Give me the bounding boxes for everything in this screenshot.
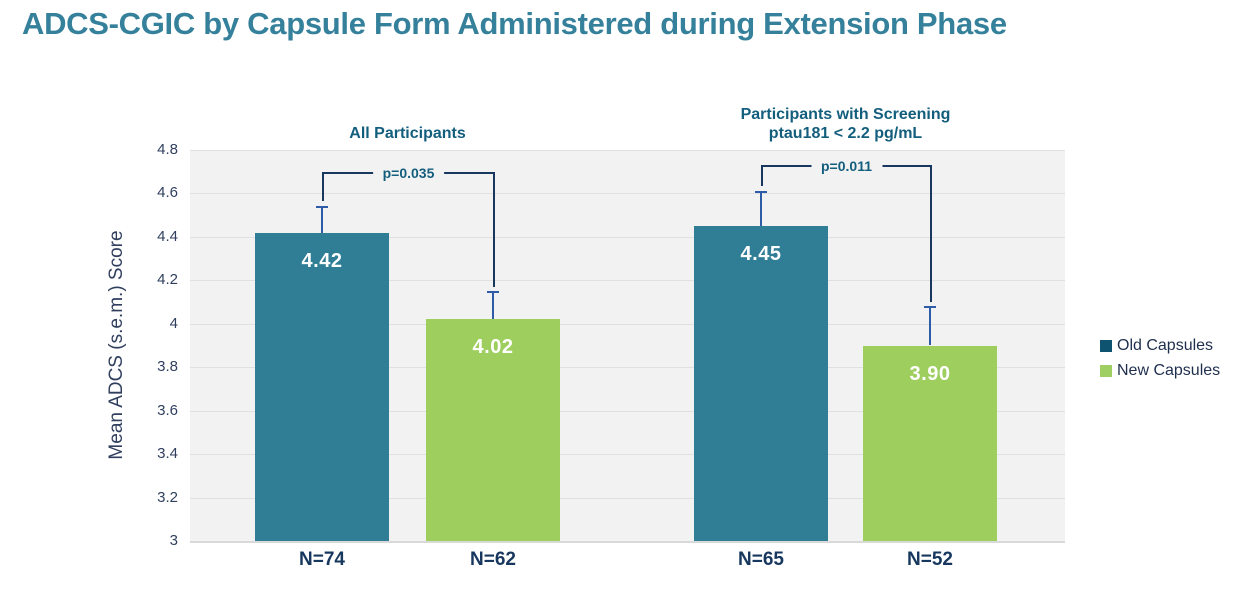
error-bar: [929, 306, 931, 346]
bar-old-capsules: 4.42: [255, 232, 389, 541]
y-axis-title: Mean ADCS (s.e.m.) Score: [106, 230, 127, 460]
gridline: [190, 193, 1065, 195]
group-title-line: ptau181 < 2.2 pg/mL: [768, 125, 923, 142]
bar-new-capsules: 4.02: [426, 319, 560, 541]
y-axis-tick-label: 4.6: [157, 184, 178, 202]
group-title: All Participants: [349, 124, 465, 143]
chart-title: ADCS-CGIC by Capsule Form Administered d…: [22, 6, 1007, 41]
error-bar: [492, 291, 494, 320]
y-axis-tick-label: 4.2: [157, 271, 178, 289]
group-title-line: Participants with Screening: [740, 106, 951, 123]
y-axis-tick-label: 3.8: [157, 358, 178, 376]
y-axis-tick-label: 3.2: [157, 488, 178, 506]
gridline: [190, 410, 1065, 412]
error-bar-cap: [755, 191, 767, 194]
significance-bracket-right-drop: [930, 165, 932, 303]
legend: Old Capsules New Capsules: [1100, 333, 1220, 383]
gridline: [190, 367, 1065, 369]
gridline: [190, 323, 1065, 325]
gridline: [190, 236, 1065, 238]
x-axis-n-label: N=65: [738, 549, 784, 570]
legend-item: Old Capsules: [1100, 333, 1220, 358]
x-axis-n-label: N=52: [907, 549, 953, 570]
error-bar: [321, 206, 323, 233]
error-bar-cap: [316, 206, 328, 209]
p-value-label: p=0.035: [372, 163, 445, 183]
x-axis-n-label: N=62: [470, 549, 516, 570]
group-title-line: All Participants: [349, 125, 466, 142]
bar-value-label: 4.02: [472, 336, 514, 359]
bar-value-label: 4.45: [740, 243, 782, 266]
y-axis-tick-label: 4.4: [157, 227, 178, 245]
gridline: [190, 454, 1065, 456]
y-axis-tick-label: 3.6: [157, 401, 178, 419]
legend-swatch: [1100, 364, 1112, 377]
error-bar-cap: [487, 291, 499, 294]
gridline: [190, 497, 1065, 499]
significance-bracket-left-drop: [761, 165, 763, 187]
group-title: Participants with Screening ptau181 < 2.2…: [741, 105, 951, 143]
legend-label: Old Capsules: [1117, 336, 1214, 354]
significance-bracket-left-drop: [322, 172, 324, 202]
legend-swatch: [1100, 339, 1112, 352]
bar-value-label: 3.90: [909, 362, 951, 385]
bar-value-label: 4.42: [301, 249, 343, 272]
gridline: [190, 150, 1065, 151]
x-axis-n-label: N=74: [299, 549, 345, 570]
legend-label: New Capsules: [1117, 361, 1221, 379]
legend-item: New Capsules: [1100, 358, 1220, 383]
bar-new-capsules: 3.90: [863, 345, 997, 541]
error-bar-cap: [924, 306, 936, 309]
error-bar: [760, 191, 762, 227]
y-axis-tick-label: 3: [169, 532, 178, 549]
p-value-label: p=0.011: [811, 156, 882, 176]
plot-area: 4.42 4.02 p=0.035 4.45 3.90 p=0.011: [190, 150, 1065, 543]
gridline: [190, 280, 1065, 282]
y-axis-tick-label: 3.4: [157, 445, 178, 463]
significance-bracket-right-drop: [493, 172, 495, 288]
bar-old-capsules: 4.45: [694, 226, 828, 541]
y-axis-tick-label: 4.8: [157, 141, 178, 158]
y-axis-tick-label: 4: [169, 314, 178, 332]
